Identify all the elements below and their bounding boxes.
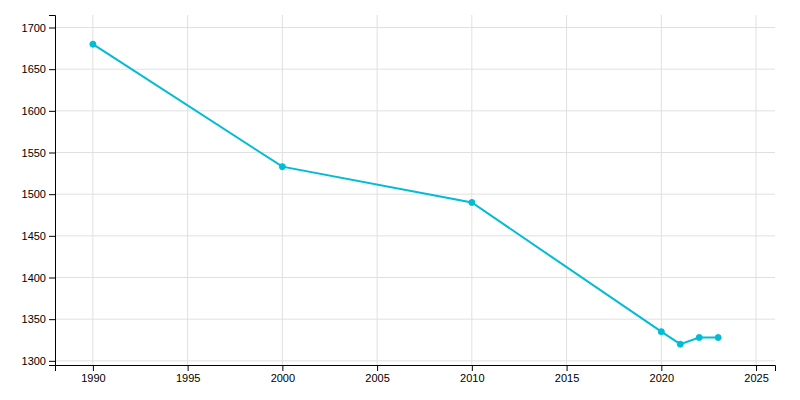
grid-line-y [55,194,775,195]
y-tick: 1550 [22,147,55,159]
y-tick-mark [49,361,55,362]
y-tick-mark [49,28,55,29]
y-tick-label: 1600 [22,105,46,117]
x-tick-label: 1995 [176,372,200,384]
x-tick: 1990 [81,365,105,384]
y-tick-label: 1350 [22,313,46,325]
y-axis: 1300 1350 1400 1450 1500 1550 1600 1650 1700 [22,16,56,367]
x-tick: 2020 [650,365,674,384]
grid-line-x [661,15,662,365]
grid-line-y [55,319,775,320]
x-axis: 1990 1995 2000 2005 2010 2015 2020 2025 [56,365,776,384]
y-axis-line [49,16,56,366]
y-tick-label: 1400 [22,272,46,284]
x-tick: 2015 [555,365,579,384]
x-tick-mark [282,365,283,371]
x-tick: 2025 [744,365,768,384]
y-tick: 1300 [22,355,55,367]
x-tick-label: 1990 [81,372,105,384]
x-tick-label: 2015 [555,372,579,384]
y-tick-mark [49,278,55,279]
x-tick: 2010 [460,365,484,384]
x-tick: 2005 [365,365,389,384]
y-tick-mark [49,236,55,237]
grid-line-y [55,235,775,236]
y-tick: 1700 [22,22,55,34]
x-tick-mark [377,365,378,371]
y-tick: 1400 [22,272,55,284]
x-tick-mark [188,365,189,371]
grid-line-y [55,27,775,28]
point [469,200,475,206]
grid-line-y [55,360,775,361]
y-tick-mark [49,111,55,112]
x-tick-mark [661,365,662,371]
point [677,341,683,347]
x-tick: 1995 [176,365,200,384]
x-tick-label: 2000 [271,372,295,384]
y-tick-mark [49,194,55,195]
grid-line-x [756,15,757,365]
grid-line-y [55,277,775,278]
y-tick-mark [49,153,55,154]
x-tick-mark [567,365,568,371]
grid-line-x [471,15,472,365]
point [696,335,702,341]
chart: 1990 1995 2000 2005 2010 2015 2020 2025 1300 1350… [0,0,800,400]
grid-line-x [187,15,188,365]
y-tick-label: 1650 [22,63,46,75]
point [715,335,721,341]
y-tick: 1650 [22,63,55,75]
y-tick: 1600 [22,105,55,117]
point [90,41,96,47]
y-tick-mark [49,69,55,70]
y-tick-label: 1550 [22,147,46,159]
grid-line-y [55,69,775,70]
x-axis-line [56,366,776,372]
line [93,44,718,344]
grid-line-y [55,110,775,111]
y-tick-label: 1450 [22,230,46,242]
grid-line-y [55,152,775,153]
x-tick-label: 2010 [460,372,484,384]
x-tick-mark [756,365,757,371]
plot: 1990 1995 2000 2005 2010 2015 2020 2025 1300 1350… [22,15,776,384]
point [279,164,285,170]
x-tick-mark [93,365,94,371]
marks [90,41,721,347]
y-tick-label: 1300 [22,355,46,367]
grid-line-x [566,15,567,365]
grid-line-x [92,15,93,365]
x-tick-mark [472,365,473,371]
x-tick-label: 2020 [650,372,674,384]
point [658,329,664,335]
y-tick-label: 1700 [22,22,46,34]
x-tick-label: 2005 [365,372,389,384]
y-tick: 1350 [22,313,55,325]
x-tick: 2000 [271,365,295,384]
y-tick: 1500 [22,188,55,200]
y-tick: 1450 [22,230,55,242]
grid [55,15,775,365]
grid-line-x [377,15,378,365]
y-tick-label: 1500 [22,188,46,200]
grid-line-x [282,15,283,365]
x-tick-label: 2025 [744,372,768,384]
y-tick-mark [49,319,55,320]
